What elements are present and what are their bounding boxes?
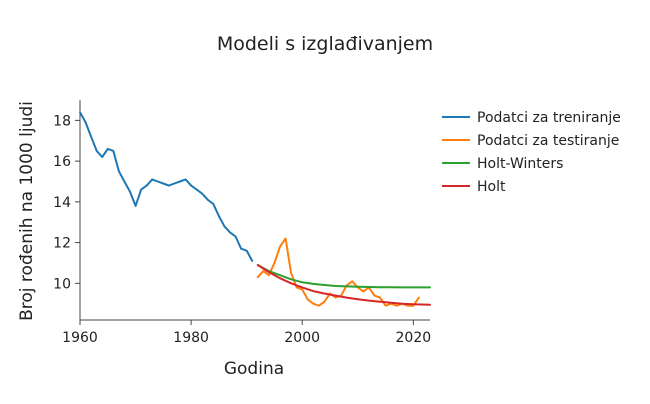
chart-title: Modeli s izglađivanjem <box>217 33 433 55</box>
legend-item-1[interactable]: Podatci za treniranje <box>442 110 621 126</box>
x-tick-label: 1980 <box>173 330 209 346</box>
plot-lines <box>79 111 431 307</box>
axes: 1960 1980 2000 2020 10 12 14 16 18 <box>53 100 431 346</box>
y-tick-label: 10 <box>53 276 71 292</box>
series-line-1 <box>79 111 254 262</box>
legend-item-3[interactable]: Holt-Winters <box>442 156 563 172</box>
y-tick-label: 18 <box>53 113 71 129</box>
series-line-3 <box>256 264 431 289</box>
x-axis-title: Godina <box>224 359 284 379</box>
y-tick-label: 12 <box>53 236 71 252</box>
x-tick-label: 2020 <box>396 330 432 346</box>
legend-item-2[interactable]: Podatci za testiranje <box>442 133 619 149</box>
legend-label: Podatci za treniranje <box>477 110 621 126</box>
y-tick-label: 16 <box>53 154 71 170</box>
legend[interactable]: Podatci za treniranje Podatci za testiran… <box>442 110 621 195</box>
legend-label: Holt <box>477 179 506 195</box>
legend-item-4[interactable]: Holt <box>442 179 506 195</box>
x-tick-label: 1960 <box>62 330 98 346</box>
legend-label: Podatci za testiranje <box>477 133 619 149</box>
x-tick-label: 2000 <box>284 330 320 346</box>
y-tick-label: 14 <box>53 195 71 211</box>
y-axis-title: Broj rođenih na 1000 ljudi <box>17 101 37 321</box>
legend-label: Holt-Winters <box>477 156 563 172</box>
series-line-4 <box>256 264 431 306</box>
